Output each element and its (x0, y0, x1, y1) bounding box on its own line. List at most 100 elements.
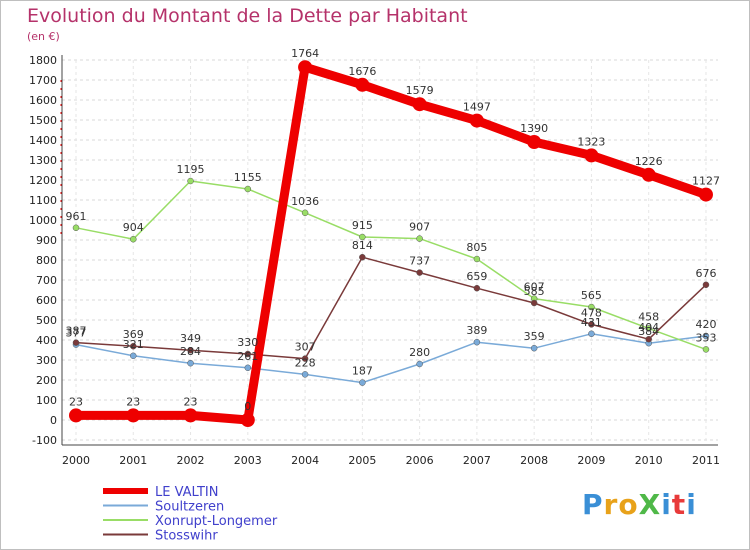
data-point (473, 284, 481, 292)
data-label: 1155 (234, 171, 262, 184)
y-tick-label: 0 (50, 414, 57, 427)
y-tick-label: 1600 (29, 94, 57, 107)
y-tick-label: 500 (36, 314, 57, 327)
data-point (588, 330, 595, 338)
x-tick-label: 2001 (119, 454, 147, 467)
y-tick-label: -100 (32, 434, 57, 447)
data-label: 1036 (291, 195, 319, 208)
logo-letter: P (582, 488, 604, 521)
data-point (416, 235, 423, 242)
data-label: 321 (123, 338, 144, 351)
data-label: 307 (295, 341, 316, 354)
data-label: 404 (638, 321, 659, 334)
x-tick-label: 2006 (406, 454, 434, 467)
data-point (416, 269, 423, 276)
data-point (473, 338, 481, 346)
data-point (588, 303, 595, 311)
data-label: 915 (352, 219, 373, 232)
data-point (183, 408, 198, 423)
logo-letter: r (603, 488, 619, 521)
data-point (527, 135, 542, 149)
data-label: 330 (237, 336, 258, 349)
y-tick-label: 1000 (29, 214, 57, 227)
data-point (126, 408, 141, 423)
legend-label-3: Stosswihr (155, 529, 218, 544)
data-point (588, 321, 595, 328)
data-point (645, 335, 652, 343)
data-label: 1497 (463, 101, 491, 114)
data-label: 907 (409, 221, 430, 234)
data-label: 23 (126, 395, 140, 408)
y-tick-label: 1300 (29, 154, 57, 167)
data-label: 1195 (177, 163, 205, 176)
proxiti-logo: ProXiti (582, 488, 697, 521)
y-tick-label: 1100 (29, 194, 57, 207)
x-tick-label: 2011 (692, 454, 720, 467)
data-label: 284 (180, 345, 201, 358)
logo-letter: o (618, 488, 639, 521)
data-point (359, 253, 366, 261)
y-tick-label: 100 (36, 394, 57, 407)
y-tick-label: 1500 (29, 114, 57, 127)
data-label: 0 (244, 400, 251, 413)
data-label: 904 (123, 221, 144, 234)
data-label: 805 (466, 241, 487, 254)
data-label: 377 (66, 327, 87, 340)
y-tick-label: 1700 (29, 74, 57, 87)
y-tick-label: 1400 (29, 134, 57, 147)
data-point (187, 346, 194, 354)
data-point (301, 355, 309, 362)
data-point (301, 371, 309, 378)
y-tick-label: 200 (36, 374, 57, 387)
data-point (702, 332, 710, 340)
data-label: 1676 (348, 65, 376, 78)
series-line-3 (75, 256, 707, 360)
data-label: 420 (695, 318, 716, 331)
data-label: 431 (581, 316, 602, 329)
series-line-2 (75, 180, 707, 351)
data-point (473, 255, 481, 263)
data-label: 228 (295, 356, 316, 369)
data-point (69, 408, 83, 423)
x-tick-label: 2005 (348, 454, 376, 467)
x-tick-label: 2007 (463, 454, 491, 467)
x-tick-label: 2009 (577, 454, 605, 467)
data-label: 353 (695, 331, 716, 344)
data-point (72, 339, 80, 346)
data-label: 387 (66, 325, 87, 338)
x-tick-label: 2002 (177, 454, 205, 467)
data-point (530, 344, 538, 352)
y-tick-label: 700 (36, 274, 57, 287)
data-label: 23 (69, 395, 83, 408)
data-point (416, 360, 423, 368)
series-line-1 (75, 333, 707, 384)
legend-label-0: LE VALTIN (155, 485, 219, 500)
data-point (530, 299, 538, 307)
data-point (187, 177, 194, 185)
logo-letter: i (686, 488, 697, 521)
chart-subtitle: (en €) (27, 30, 60, 43)
data-label: 1323 (577, 135, 605, 148)
data-point (359, 233, 366, 241)
logo-letter: X (638, 488, 662, 521)
y-tick-label: 400 (36, 334, 57, 347)
logo-letter: i (661, 488, 672, 521)
data-label: 261 (237, 350, 258, 363)
data-label: 458 (638, 310, 659, 323)
y-tick-label: 800 (36, 254, 57, 267)
x-tick-label: 2004 (291, 454, 319, 467)
data-label: 369 (123, 328, 144, 341)
data-point (645, 325, 652, 332)
data-label: 1579 (406, 84, 434, 97)
y-tick-label: 300 (36, 354, 57, 367)
data-point (698, 187, 713, 202)
data-point (584, 148, 599, 163)
data-label: 478 (581, 306, 602, 319)
data-label: 676 (695, 267, 716, 280)
data-label: 359 (524, 330, 545, 343)
data-label: 1764 (291, 47, 319, 60)
data-point (301, 209, 309, 217)
data-point (469, 113, 484, 128)
data-label: 280 (409, 346, 430, 359)
